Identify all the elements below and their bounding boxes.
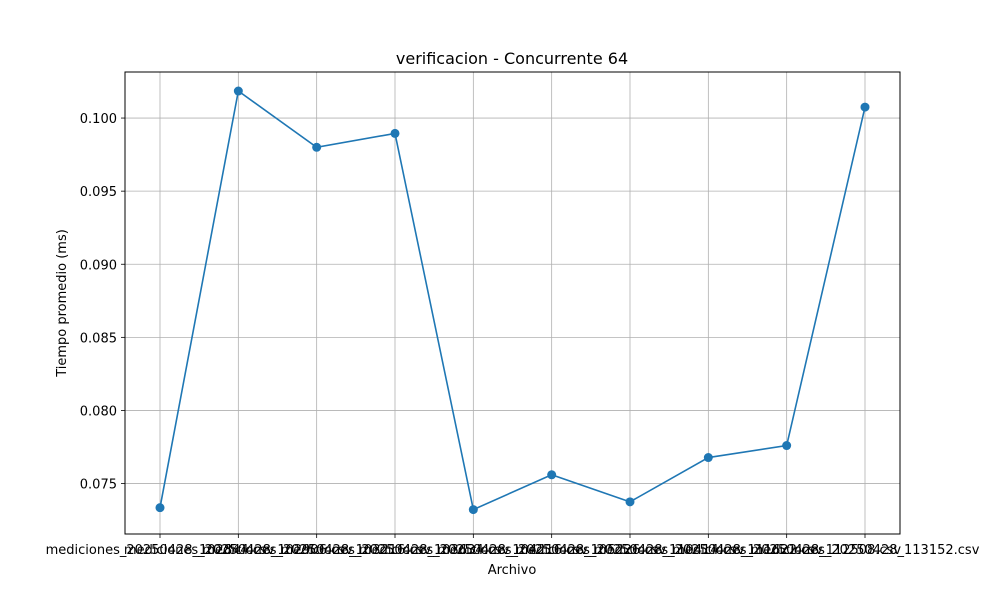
x-tick-label: mediciones_20250428_104216.csv (359, 543, 588, 558)
data-point (468, 505, 478, 515)
x-axis-label: Archivo (488, 563, 537, 578)
chart-title: verificacion - Concurrente 64 (396, 49, 628, 68)
x-axis-ticks: mediciones_20250428_102844.csvmediciones… (46, 534, 980, 558)
x-tick-label: mediciones_20250428_113152.csv (751, 543, 980, 558)
x-tick-label: mediciones_20250428_103216.csv (202, 543, 431, 558)
y-tick-label: 0.080 (80, 404, 117, 419)
series-line-group (155, 86, 870, 515)
series-line (159, 89, 866, 511)
y-tick-label: 0.085 (80, 331, 117, 346)
data-point (390, 128, 400, 138)
x-tick-label: mediciones_20250428_110414.csv (516, 543, 745, 558)
data-point (547, 470, 557, 480)
grid-lines (125, 72, 900, 534)
y-tick-label: 0.090 (80, 258, 117, 273)
data-point (312, 142, 322, 152)
plot-frame (124, 71, 901, 535)
y-tick-label: 0.095 (80, 185, 117, 200)
x-tick-label: mediciones_20250428_103634.csv (281, 543, 510, 558)
data-point (782, 441, 792, 451)
axes (124, 71, 901, 535)
x-tick-label: mediciones_20250428_105226.csv (437, 543, 666, 558)
y-axis-ticks: 0.075 0.080 0.085 0.090 0.095 0.100 (80, 112, 125, 493)
x-tick-label: mediciones_20250428_112508.csv (672, 543, 901, 558)
data-point (625, 497, 635, 507)
y-axis-label: Tiempo promedio (ms) (55, 229, 70, 378)
data-point (155, 503, 165, 513)
y-tick-label: 0.100 (80, 112, 117, 127)
data-point (233, 86, 243, 96)
y-tick-label: 0.075 (80, 478, 117, 493)
x-tick-label: mediciones_20250428_102844.csv (46, 543, 275, 558)
data-point (703, 453, 713, 463)
data-point (860, 102, 870, 112)
x-tick-label: mediciones_20250428_102906.csv (124, 543, 353, 558)
x-tick-label: mediciones_20250428_111622.csv (594, 543, 823, 558)
